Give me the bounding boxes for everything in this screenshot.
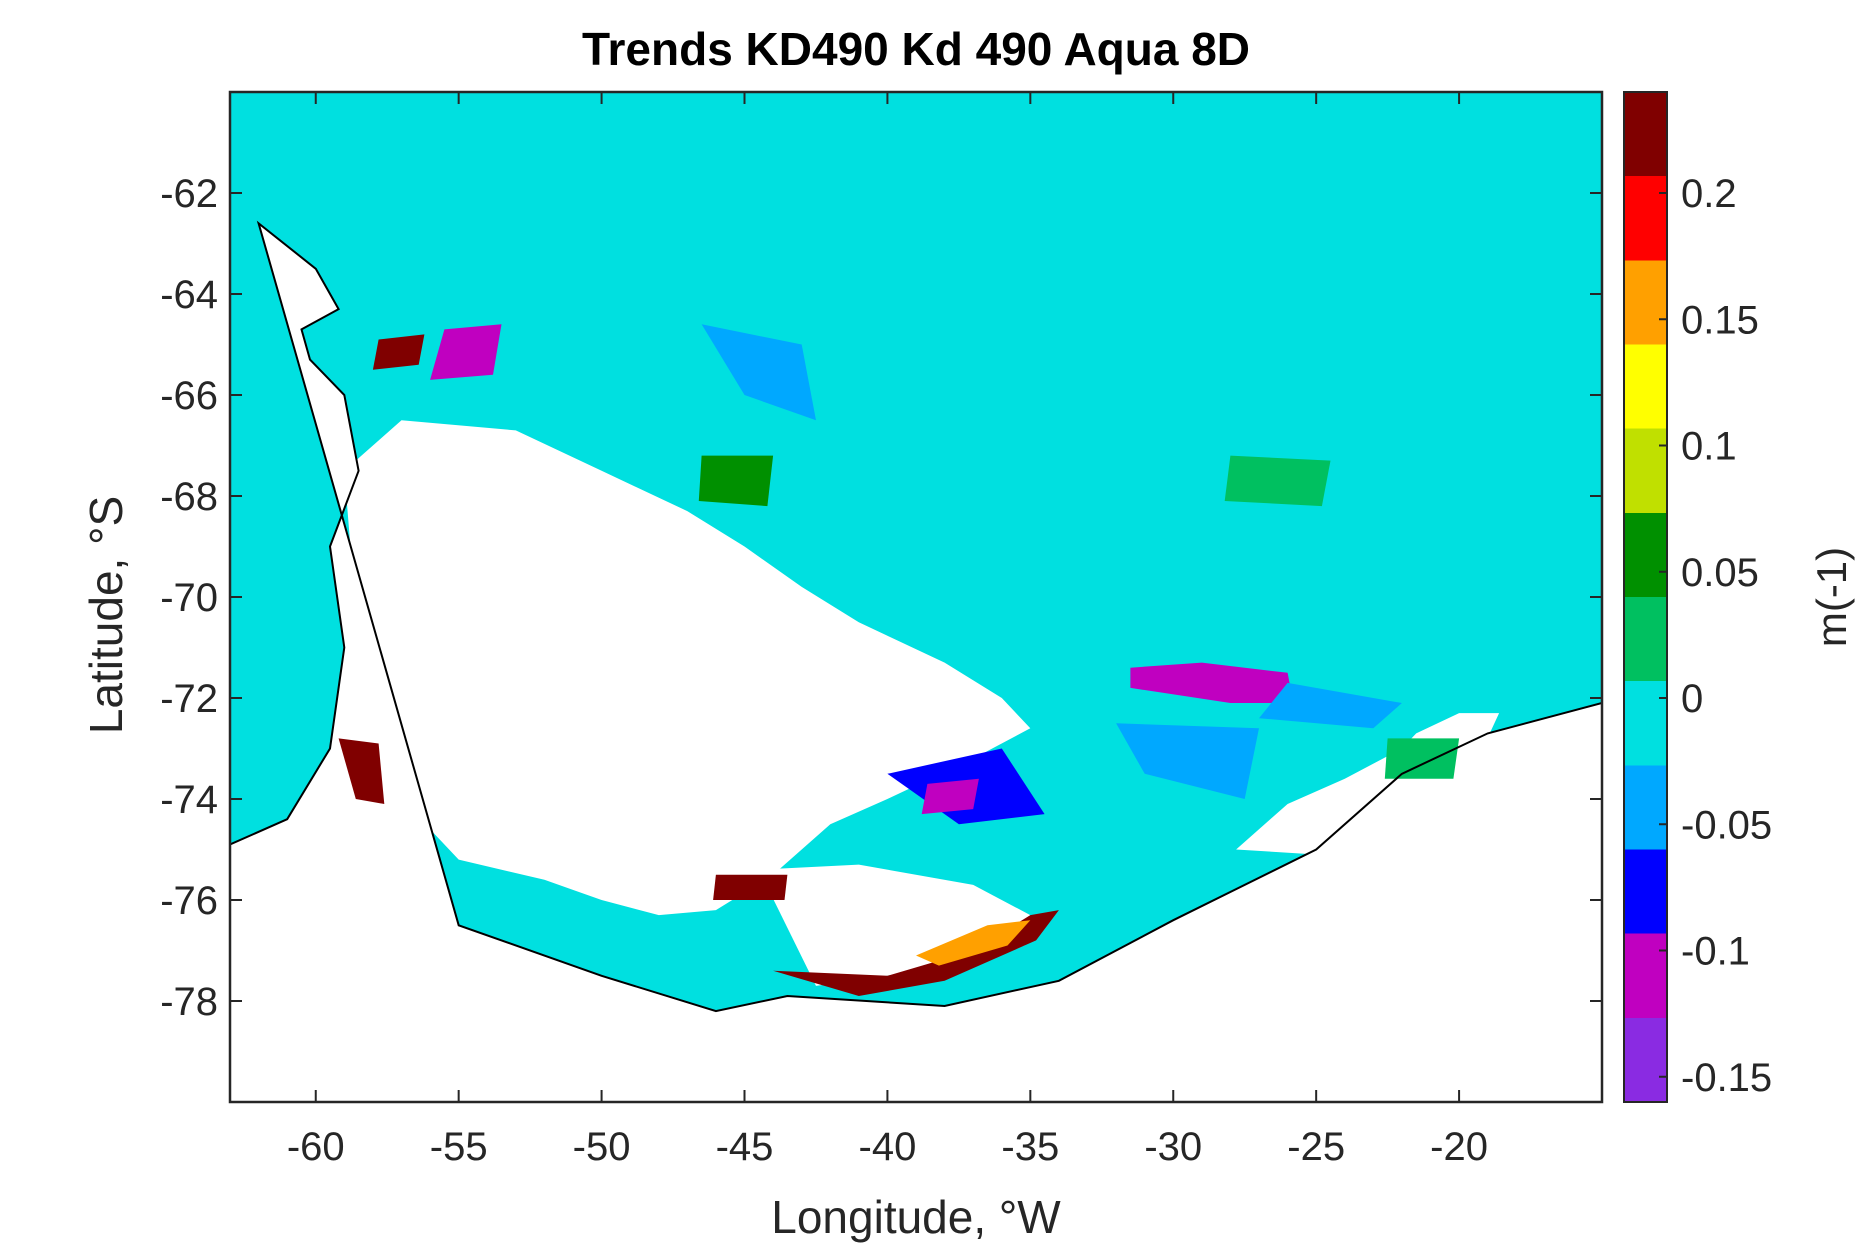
coastline (230, 220, 1602, 1013)
y-tick-label: -70 (160, 576, 218, 620)
trend-region (430, 324, 502, 380)
x-axis-label: Longitude, °W (771, 1191, 1061, 1243)
colorbar-tick-label: 0 (1681, 677, 1703, 721)
land-mask (230, 223, 1602, 1102)
y-tick-label: -78 (160, 980, 218, 1024)
colorbar-tick-label: 0.2 (1681, 172, 1737, 216)
colorbar-ticks: -0.15 -0.1 -0.05 0 0.05 0.1 0.15 0.2 (1659, 172, 1772, 1100)
x-tick-label: -55 (430, 1125, 488, 1169)
colorbar-tick-label: -0.05 (1681, 803, 1772, 847)
trend-region (1224, 455, 1331, 507)
trend-region (921, 778, 979, 815)
trend-region (1384, 738, 1460, 779)
trend-region (773, 910, 1059, 996)
trend-region (916, 920, 1031, 966)
colorbar-tick-label: 0.1 (1681, 425, 1737, 469)
x-tick-label: -50 (573, 1125, 631, 1169)
y-tick-label: -62 (160, 172, 218, 216)
colorbar (1623, 91, 1668, 1103)
y-ticks: -62 -64 -66 -68 -70 -72 -74 -76 -78 (160, 172, 1602, 1024)
trend-region (338, 738, 385, 804)
x-tick-label: -60 (287, 1125, 345, 1169)
x-tick-label: -35 (1001, 1125, 1059, 1169)
chart-title: Trends KD490 Kd 490 Aqua 8D (581, 23, 1251, 75)
y-tick-label: -68 (160, 475, 218, 519)
trend-region (1116, 723, 1259, 799)
map-layer (230, 92, 1602, 1102)
trend-region (372, 334, 425, 370)
trend-region (713, 874, 788, 900)
colorbar-tick-label: -0.15 (1681, 1056, 1772, 1100)
y-tick-label: -76 (160, 879, 218, 923)
y-tick-label: -66 (160, 374, 218, 418)
trend-region (698, 455, 774, 507)
x-tick-label: -30 (1144, 1125, 1202, 1169)
x-tick-label: -45 (716, 1125, 774, 1169)
y-tick-label: -74 (160, 778, 218, 822)
trend-region (1130, 662, 1294, 703)
y-tick-label: -72 (160, 677, 218, 721)
colorbar-tick-label: 0.05 (1681, 551, 1759, 595)
x-ticks: -60 -55 -50 -45 -40 -35 -30 -25 -20 (287, 92, 1488, 1169)
x-tick-label: -20 (1430, 1125, 1488, 1169)
x-tick-label: -40 (859, 1125, 917, 1169)
x-tick-label: -25 (1287, 1125, 1345, 1169)
trend-region (1259, 682, 1402, 729)
trend-region (701, 324, 816, 421)
colorbar-tick-label: 0.15 (1681, 298, 1759, 342)
colorbar-tick-label: -0.1 (1681, 930, 1750, 974)
no-data-region (344, 420, 1031, 916)
y-tick-label: -64 (160, 273, 218, 317)
